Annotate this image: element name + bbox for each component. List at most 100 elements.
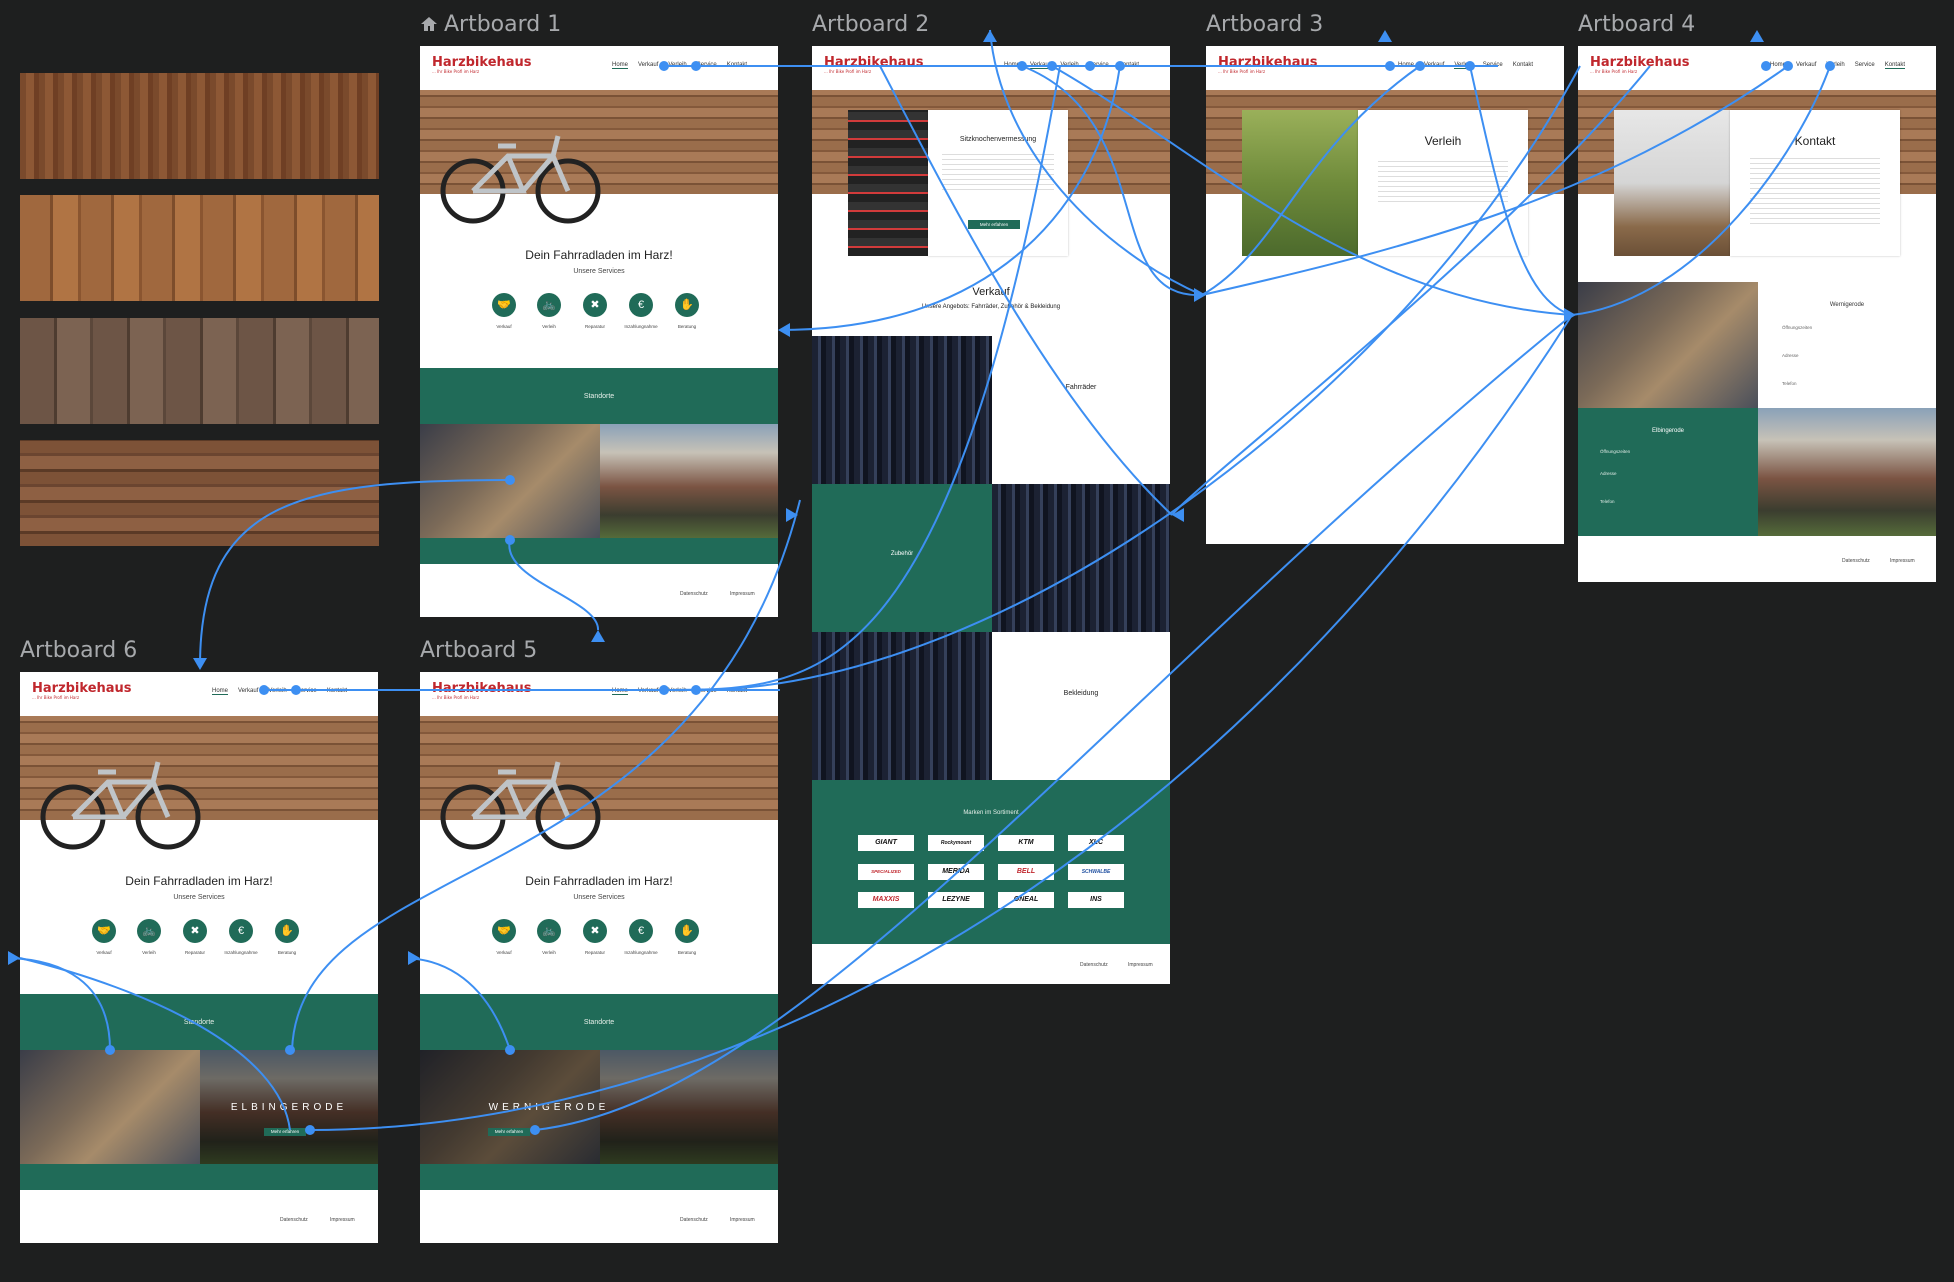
link-connector [663,65,1061,691]
link-node [1783,61,1793,71]
nav-home[interactable]: Home [612,62,629,69]
tools-icon[interactable]: ✖ [583,293,607,317]
nav-verkauf[interactable]: Verkauf [638,62,659,68]
link-connector [1469,65,1573,316]
artboard-6-title[interactable]: Artboard 6 [20,638,138,663]
handshake-icon[interactable]: 🤝 [492,293,516,317]
artboard-1-title[interactable]: Artboard 1 [420,12,561,37]
wernigerode-photo[interactable] [1578,282,1758,408]
more-button[interactable]: Mehr erfahren [488,1128,530,1136]
standorte-band-bottom [20,1164,378,1190]
footer-impressum[interactable]: Impressum [1890,558,1915,564]
marken-title: Marken im Sortiment [963,810,1019,816]
bike-icon[interactable]: 🚲 [537,293,561,317]
euro-icon[interactable]: € [629,293,653,317]
link-node [530,1125,540,1135]
euro-icon[interactable]: € [229,919,253,943]
tools-icon[interactable]: ✖ [583,919,607,943]
hero-bike-image [440,761,601,850]
brand-logo: INS [1068,892,1124,908]
footer-impressum[interactable]: Impressum [730,1217,755,1223]
storefront-photo[interactable] [600,1050,778,1164]
more-button[interactable]: Mehr erfahren [968,220,1020,229]
footer-datenschutz[interactable]: Datenschutz [1842,558,1870,564]
footer-impressum[interactable]: Impressum [330,1217,355,1223]
advice-icon[interactable]: ✋ [675,919,699,943]
advice-icon[interactable]: ✋ [675,293,699,317]
brand-logo: Rockymount [928,835,984,851]
artboard-6[interactable]: Harzbikehaus... Ihr Bike Profi im Harz H… [20,672,378,1243]
nav-home[interactable]: Home [1770,62,1787,68]
link-node [291,685,301,695]
euro-icon[interactable]: € [629,919,653,943]
nav-verleih[interactable]: Verleih [1826,62,1845,68]
logo[interactable]: Harzbikehaus... Ihr Bike Profi im Harz [432,682,532,700]
bikes-photo-3[interactable] [812,632,992,780]
artboard-3-title[interactable]: Artboard 3 [1206,12,1324,37]
footer-datenschutz[interactable]: Datenschutz [280,1217,308,1223]
footer-impressum[interactable]: Impressum [1128,962,1153,968]
logo[interactable]: Harzbikehaus... Ihr Bike Profi im Harz [32,682,132,700]
hero-title: Dein Fahrradladen im Harz! [525,248,673,262]
artboard-4[interactable]: Harzbikehaus... Ihr Bike Profi im Harz H… [1578,46,1936,582]
link-node [505,535,515,545]
artboard-2[interactable]: Harzbikehaus... Ihr Bike Profi im Harz H… [812,46,1170,984]
brand-logo: SPECIALIZED [858,864,914,880]
logo[interactable]: Harzbikehaus... Ihr Bike Profi im Harz [432,56,532,74]
standorte-heading: Standorte [583,393,615,400]
hero-title: Dein Fahrradladen im Harz! [525,874,673,888]
handshake-icon[interactable]: 🤝 [92,919,116,943]
artboard-3[interactable]: Harzbikehaus... Ihr Bike Profi im Harz H… [1206,46,1564,544]
standorte-band [420,994,778,1050]
link-node [1761,61,1771,71]
logo-text: Harzbikehaus [432,55,532,70]
artboard-5[interactable]: Harzbikehaus... Ihr Bike Profi im Harz H… [420,672,778,1243]
shop-photo[interactable] [20,1050,200,1164]
handshake-icon[interactable]: 🤝 [492,919,516,943]
rental-photo[interactable] [1242,110,1358,256]
bikes-photo-2[interactable] [992,484,1170,632]
service-label: Verleih [142,950,156,955]
footer-datenschutz[interactable]: Datenschutz [680,591,708,597]
artboard-5-title[interactable]: Artboard 5 [420,638,538,663]
nav-verkauf[interactable]: Verkauf [1796,62,1817,68]
storefront-photo[interactable] [600,424,778,538]
zubehor-band [812,484,992,632]
logo-tagline: ... Ihr Bike Profi im Harz [432,69,480,74]
hero-wood [20,716,378,820]
bike-icon[interactable]: 🚲 [137,919,161,943]
verkauf-subtitle: Unsere Angebots: Fahrräder, Zubehör & Be… [921,304,1061,310]
wood-texture-2[interactable] [20,195,379,301]
footer-datenschutz[interactable]: Datenschutz [1080,962,1108,968]
tools-icon[interactable]: ✖ [183,919,207,943]
nav-kontakt[interactable]: Kontakt [1512,62,1534,68]
artboard-4-title[interactable]: Artboard 4 [1578,12,1696,37]
fahrrader-title: Fahrräder [1065,384,1097,391]
more-button[interactable]: Mehr erfahren [264,1128,306,1136]
logo[interactable]: Harzbikehaus... Ihr Bike Profi im Harz [1590,56,1690,74]
wood-texture-4[interactable] [20,440,379,546]
nav-service[interactable]: Service [1854,62,1875,68]
advice-icon[interactable]: ✋ [275,919,299,943]
wood-texture-3[interactable] [20,318,379,424]
hero-subtitle: Unsere Services [173,894,225,901]
bike-icon[interactable]: 🚲 [537,919,561,943]
link-node [305,1125,315,1135]
nav-home[interactable]: Home [212,688,229,695]
footer-datenschutz[interactable]: Datenschutz [680,1217,708,1223]
link-arrowhead [1378,30,1392,42]
storefront-photo[interactable] [200,1050,378,1164]
elbingerode-photo[interactable] [1758,408,1936,536]
footer-impressum[interactable]: Impressum [730,591,755,597]
wood-texture-1[interactable] [20,73,379,179]
link-node [259,685,269,695]
link-connector [695,65,1581,691]
link-arrowhead [591,630,605,642]
nav-kontakt[interactable]: Kontakt [1884,62,1906,69]
nav-verkauf[interactable]: Verkauf [238,688,259,694]
artboard-2-title[interactable]: Artboard 2 [812,12,930,37]
contact-photo[interactable] [1614,110,1730,256]
shop-photo[interactable] [420,1050,600,1164]
link-arrowhead [786,508,798,522]
link-node [1085,61,1095,71]
